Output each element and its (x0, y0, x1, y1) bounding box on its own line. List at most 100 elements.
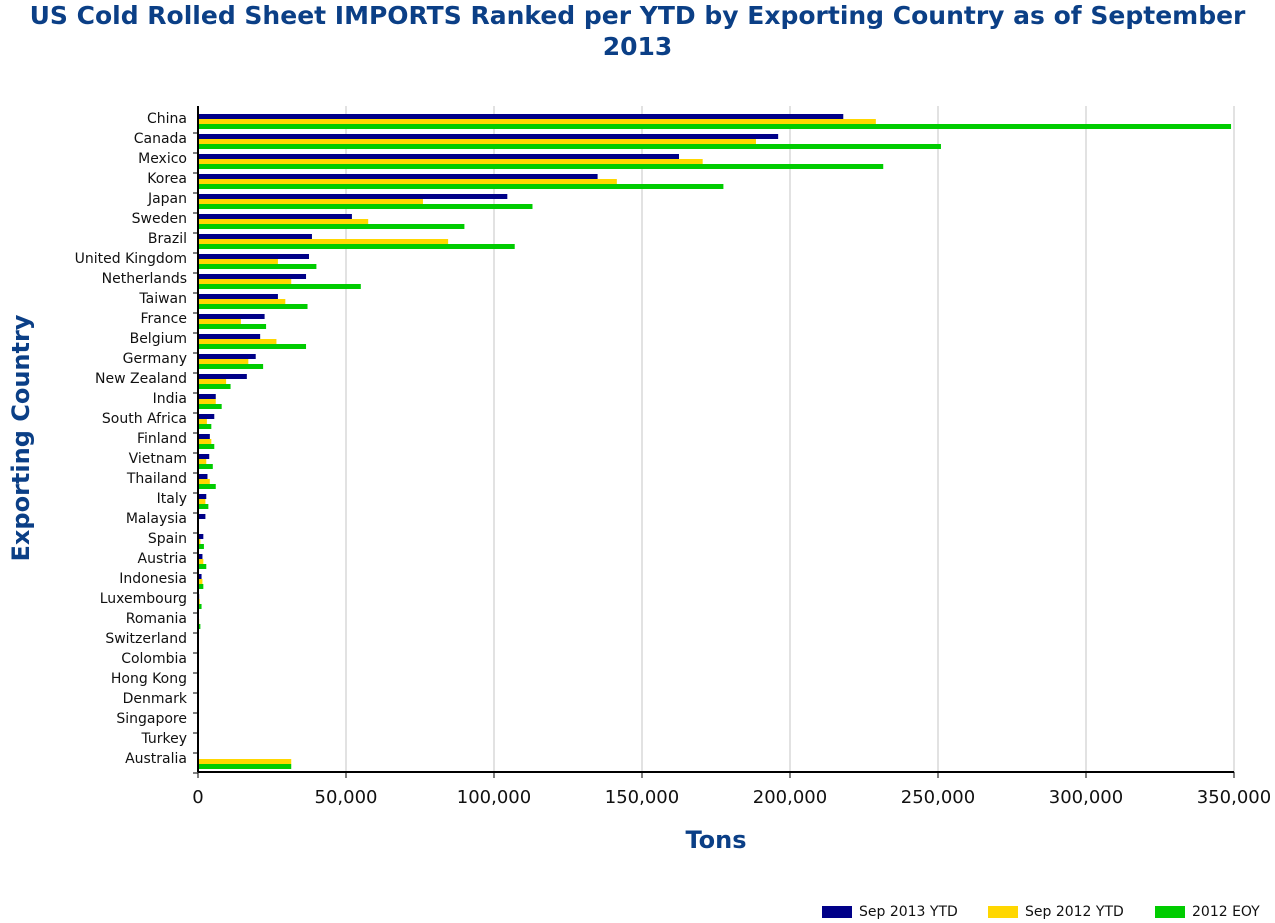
y-tick-label: Canada (134, 131, 187, 147)
legend-label-sep-2012-ytd: Sep 2012 YTD (1025, 904, 1124, 920)
bar (198, 184, 724, 189)
bar (198, 579, 203, 584)
y-tick-label: Denmark (123, 691, 188, 707)
y-tick-label: Vietnam (129, 451, 187, 467)
bar (198, 114, 844, 119)
bar (198, 404, 222, 409)
bar (198, 499, 206, 504)
y-tick-label: Brazil (148, 231, 187, 247)
bar (198, 444, 215, 449)
chart-title-line-2: 2013 (602, 32, 673, 61)
y-tick-label: Taiwan (138, 291, 187, 307)
y-tick-label: Romania (126, 611, 187, 627)
y-tick-label: Singapore (116, 711, 187, 727)
bar (198, 159, 703, 164)
y-tick-label: Switzerland (105, 631, 187, 647)
bar (198, 759, 292, 764)
x-tick-label: 100,000 (457, 787, 531, 808)
bar (198, 454, 210, 459)
bar (198, 274, 307, 279)
y-tick-label: Netherlands (102, 271, 187, 287)
bar (198, 234, 312, 239)
bar (198, 154, 679, 159)
bar (198, 164, 884, 169)
y-tick-label: India (153, 391, 187, 407)
y-tick-label: New Zealand (95, 371, 187, 387)
bar (198, 624, 201, 629)
bar (198, 559, 204, 564)
bar (198, 374, 247, 379)
bar (198, 494, 207, 499)
legend-swatch-2012-eoy (1155, 906, 1185, 918)
bar (198, 254, 309, 259)
bar (198, 434, 210, 439)
bar (198, 459, 207, 464)
bar (198, 359, 249, 364)
bar (198, 119, 876, 124)
bar (198, 214, 352, 219)
bar (198, 294, 278, 299)
x-tick-label: 250,000 (901, 787, 975, 808)
y-tick-label: Austria (138, 551, 187, 567)
bar (198, 334, 261, 339)
bar (198, 534, 204, 539)
bar (198, 259, 278, 264)
bar (198, 419, 207, 424)
bar (198, 604, 202, 609)
y-tick-label: Italy (157, 491, 187, 507)
y-tick-label: Luxembourg (100, 591, 187, 607)
bar (198, 479, 210, 484)
bar (198, 239, 449, 244)
legend-item-3: 2012 EOY (1155, 903, 1260, 921)
x-axis-title: Tons (685, 826, 747, 854)
bar (198, 194, 508, 199)
bar (198, 484, 216, 489)
bar (198, 319, 241, 324)
bar (198, 439, 212, 444)
bar (198, 299, 286, 304)
bar (198, 564, 207, 569)
y-tick-label: Australia (125, 751, 187, 767)
bar (198, 219, 369, 224)
y-tick-label: South Africa (102, 411, 187, 427)
bar (198, 539, 201, 544)
bar (198, 504, 209, 509)
bar (198, 379, 227, 384)
y-tick-label: Germany (123, 351, 187, 367)
bar (198, 244, 515, 249)
legend-swatch-sep-2013-ytd (822, 906, 852, 918)
bar (198, 134, 779, 139)
legend: Sep 2013 YTD (822, 903, 958, 921)
bar (198, 399, 216, 404)
bar (198, 304, 308, 309)
y-tick-label: Turkey (140, 731, 187, 747)
bar (198, 414, 215, 419)
legend-label-2012-eoy: 2012 EOY (1192, 904, 1260, 920)
chart-title-line-1: US Cold Rolled Sheet IMPORTS Ranked per … (29, 1, 1246, 30)
bar (198, 284, 361, 289)
bar (198, 544, 204, 549)
y-tick-label: Japan (147, 191, 187, 207)
bar (198, 124, 1232, 129)
legend-label-sep-2013-ytd: Sep 2013 YTD (859, 904, 958, 920)
bar (198, 339, 277, 344)
bar (198, 574, 202, 579)
bar (198, 584, 204, 589)
y-tick-label: Finland (137, 431, 187, 447)
bar (198, 384, 231, 389)
y-tick-label: United Kingdom (75, 251, 187, 267)
y-tick-label: Colombia (121, 651, 187, 667)
y-tick-label: Spain (148, 531, 187, 547)
bar (198, 204, 533, 209)
y-tick-label: Malaysia (126, 511, 187, 527)
bar (198, 394, 216, 399)
bar (198, 224, 465, 229)
bar (198, 764, 292, 769)
bar (198, 324, 267, 329)
chart-title: US Cold Rolled Sheet IMPORTS Ranked per … (0, 0, 1275, 62)
bar (198, 144, 941, 149)
x-tick-label: 300,000 (1049, 787, 1123, 808)
y-tick-label: Thailand (126, 471, 187, 487)
y-tick-label: France (140, 311, 187, 327)
bar (198, 424, 212, 429)
